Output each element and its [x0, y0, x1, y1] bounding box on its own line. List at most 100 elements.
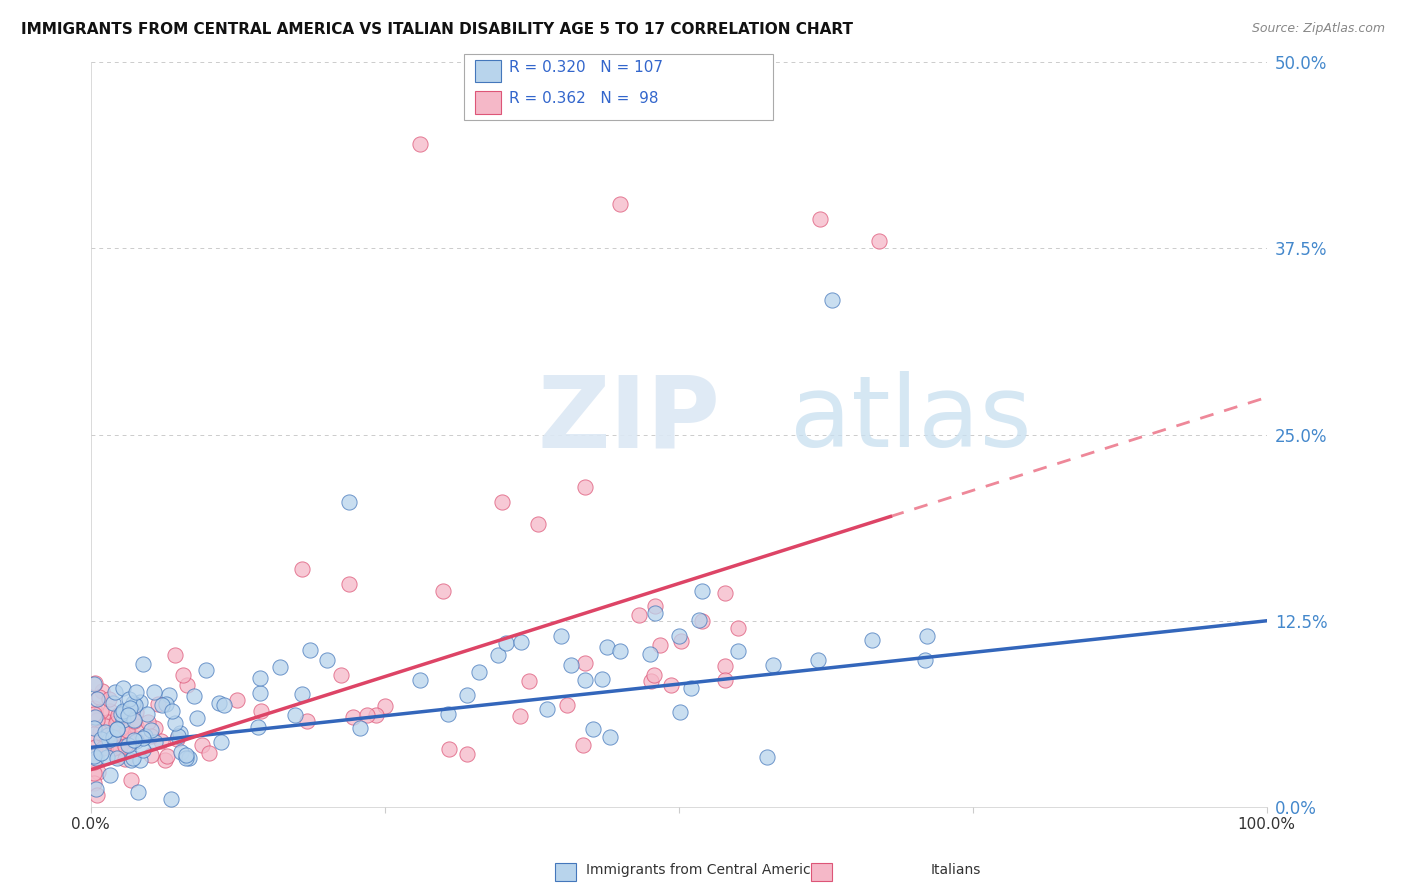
- Point: [186, 710, 208, 724]
- Point: [299, 643, 322, 657]
- Point: [101, 736, 124, 750]
- Point: [160, 704, 183, 718]
- Point: [93, 731, 115, 745]
- Point: [671, 633, 693, 648]
- Point: [439, 742, 461, 756]
- Point: [681, 681, 703, 695]
- Point: [143, 721, 166, 735]
- Point: [374, 699, 396, 714]
- Point: [166, 729, 188, 743]
- Point: [105, 719, 128, 733]
- Point: [150, 698, 173, 712]
- Point: [87, 690, 110, 704]
- Point: [316, 653, 339, 667]
- Point: [83, 726, 105, 740]
- Point: [295, 714, 318, 728]
- Point: [135, 707, 157, 722]
- Point: [110, 729, 132, 743]
- Point: [643, 667, 665, 681]
- Point: [128, 695, 150, 709]
- Point: [174, 747, 197, 762]
- Text: R = 0.362   N =  98: R = 0.362 N = 98: [509, 92, 658, 106]
- Point: [125, 718, 148, 732]
- Text: IMMIGRANTS FROM CENTRAL AMERICA VS ITALIAN DISABILITY AGE 5 TO 17 CORRELATION CH: IMMIGRANTS FROM CENTRAL AMERICA VS ITALI…: [21, 22, 853, 37]
- Point: [249, 686, 271, 700]
- Point: [132, 657, 155, 671]
- Point: [349, 722, 371, 736]
- Point: [136, 714, 159, 729]
- Point: [868, 234, 890, 248]
- Point: [104, 685, 127, 699]
- Point: [132, 731, 155, 745]
- Point: [83, 677, 105, 691]
- Point: [176, 678, 198, 692]
- Point: [648, 638, 671, 652]
- Point: [208, 696, 231, 710]
- Point: [124, 732, 146, 747]
- Point: [139, 729, 162, 743]
- Point: [557, 698, 579, 713]
- Point: [197, 746, 219, 760]
- Point: [291, 561, 314, 575]
- Point: [337, 576, 360, 591]
- Point: [83, 706, 105, 721]
- Point: [436, 706, 458, 721]
- Point: [118, 700, 141, 714]
- Point: [714, 659, 737, 673]
- Point: [86, 765, 108, 780]
- Point: [183, 689, 205, 703]
- Point: [100, 728, 122, 742]
- Point: [915, 628, 938, 642]
- Point: [574, 673, 596, 688]
- Point: [364, 707, 387, 722]
- Point: [246, 720, 269, 734]
- Point: [860, 632, 883, 647]
- Point: [101, 739, 124, 753]
- Point: [155, 698, 177, 712]
- Point: [84, 710, 107, 724]
- Point: [125, 705, 148, 719]
- Point: [122, 696, 145, 710]
- Point: [409, 137, 432, 152]
- Point: [108, 740, 131, 755]
- Point: [170, 745, 193, 759]
- Point: [86, 788, 108, 802]
- Point: [111, 681, 134, 695]
- Point: [250, 704, 273, 718]
- Point: [83, 755, 105, 769]
- Point: [668, 705, 690, 719]
- Point: [756, 749, 779, 764]
- Point: [93, 719, 115, 733]
- Point: [112, 704, 135, 718]
- Point: [124, 731, 146, 745]
- Point: [105, 722, 128, 736]
- Point: [107, 749, 129, 764]
- Point: [122, 714, 145, 728]
- Point: [596, 640, 619, 654]
- Point: [609, 196, 631, 211]
- Point: [90, 732, 112, 747]
- Point: [89, 725, 111, 739]
- Point: [495, 636, 517, 650]
- Point: [291, 687, 314, 701]
- Point: [93, 724, 115, 739]
- Point: [820, 293, 842, 308]
- Point: [122, 751, 145, 765]
- Point: [114, 739, 136, 753]
- Text: Italians: Italians: [931, 863, 981, 877]
- Point: [107, 708, 129, 723]
- Point: [96, 749, 118, 764]
- Point: [727, 643, 749, 657]
- Point: [97, 728, 120, 742]
- Point: [342, 710, 364, 724]
- Point: [86, 713, 108, 727]
- Point: [169, 726, 191, 740]
- Point: [690, 614, 713, 628]
- Point: [668, 629, 690, 643]
- Point: [329, 668, 352, 682]
- Point: [93, 741, 115, 756]
- Point: [807, 653, 830, 667]
- Point: [83, 775, 105, 789]
- Point: [83, 721, 105, 735]
- Point: [536, 702, 558, 716]
